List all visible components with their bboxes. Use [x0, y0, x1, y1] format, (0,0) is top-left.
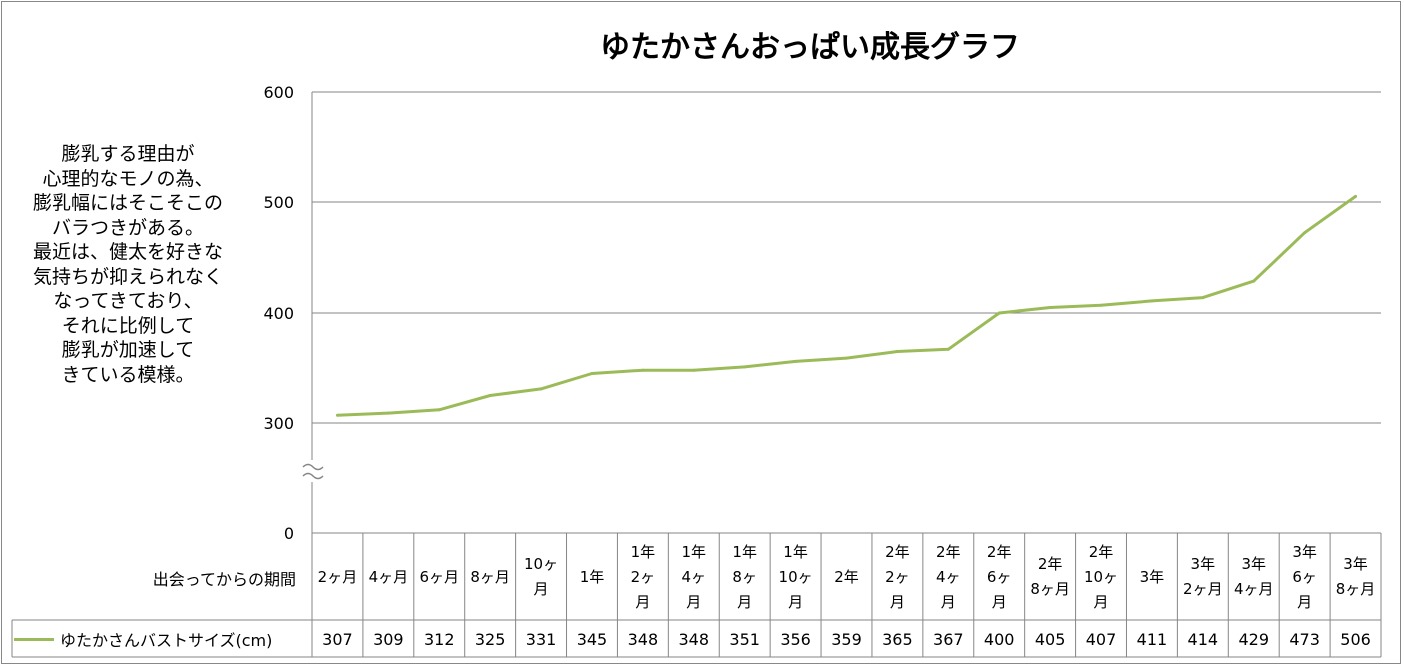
category-label: 1年 8ヶ 月 — [732, 542, 757, 611]
data-point — [641, 368, 645, 372]
data-label: 356 — [780, 629, 811, 649]
series-line — [337, 195, 1357, 417]
category-label: 6ヶ月 — [419, 567, 460, 586]
axis-break-icon — [302, 463, 324, 480]
data-label: 325 — [474, 629, 506, 649]
chart-title: ゆたかさんおっぱい成長グラフ — [600, 30, 1020, 65]
y-tick-label: 300 — [263, 414, 294, 433]
data-point — [335, 413, 339, 417]
data-point — [946, 347, 950, 351]
category-label: 3年 2ヶ月 — [1183, 555, 1223, 598]
category-label: 1年 10ヶ 月 — [778, 542, 813, 611]
category-label: 3年 6ヶ 月 — [1292, 542, 1317, 611]
data-label: 400 — [983, 629, 1015, 649]
data-point — [539, 387, 543, 391]
data-label: 429 — [1238, 629, 1269, 649]
legend: ゆたかさんバストサイズ(cm) — [14, 621, 272, 657]
data-point — [997, 311, 1001, 315]
data-label: 365 — [882, 629, 913, 649]
category-label: 2年 8ヶ月 — [1030, 555, 1070, 598]
data-point — [437, 408, 441, 412]
data-point — [488, 394, 492, 397]
data-point — [692, 368, 696, 372]
x-axis-label: 出会ってからの期間 — [152, 570, 296, 589]
y-tick-label: 0 — [284, 524, 294, 543]
data-point — [794, 359, 798, 363]
category-label: 3年 8ヶ月 — [1335, 555, 1376, 598]
data-point — [845, 356, 848, 360]
y-tick-label: 400 — [263, 304, 294, 323]
category-label: 2年 10ヶ 月 — [1083, 542, 1119, 611]
category-label: 2ヶ月 — [317, 567, 358, 586]
data-point — [386, 411, 390, 415]
data-point — [590, 372, 594, 375]
annotation-text: 膨乳する理由が 心理的なモノの為、 膨乳幅にはそこそこの バラつきがある。 最近… — [32, 143, 223, 386]
data-label: 411 — [1136, 629, 1168, 649]
y-tick-label: 600 — [263, 83, 294, 102]
category-label: 8ヶ月 — [470, 567, 510, 586]
category-label: 10ヶ 月 — [524, 555, 559, 598]
data-label: 407 — [1085, 629, 1117, 649]
data-label: 309 — [373, 629, 404, 649]
data-point — [1201, 296, 1205, 300]
data-label: 307 — [322, 629, 353, 649]
data-point — [743, 365, 747, 369]
data-label: 405 — [1034, 629, 1066, 649]
data-point — [1354, 194, 1358, 198]
data-label: 506 — [1340, 629, 1371, 649]
category-label: 3年 — [1139, 567, 1165, 586]
legend-swatch — [14, 637, 54, 641]
data-label: 331 — [525, 629, 557, 649]
category-label: 1年 2ヶ 月 — [630, 542, 656, 611]
data-label: 312 — [423, 629, 455, 649]
data-point — [1099, 303, 1103, 307]
data-label: 345 — [576, 629, 608, 649]
data-point — [895, 350, 899, 353]
data-label: 359 — [831, 629, 862, 649]
category-label: 2年 4ヶ 月 — [936, 542, 961, 611]
data-point — [1048, 306, 1052, 309]
category-label: 3年 4ヶ月 — [1233, 555, 1274, 598]
data-label: 348 — [678, 629, 710, 649]
category-label: 2年 6ヶ 月 — [986, 542, 1012, 611]
data-point — [1303, 231, 1307, 235]
category-label: 2年 — [834, 567, 859, 586]
y-tick-label: 500 — [263, 193, 294, 212]
data-label: 367 — [933, 629, 964, 649]
data-point — [1252, 279, 1256, 283]
data-label: 348 — [627, 629, 659, 649]
data-label: 414 — [1187, 629, 1219, 649]
category-label: 4ヶ月 — [368, 567, 409, 586]
category-label: 1年 4ヶ 月 — [681, 542, 707, 611]
data-label: 473 — [1289, 629, 1320, 649]
data-label: 351 — [729, 629, 760, 649]
category-label: 1年 — [579, 567, 605, 586]
category-label: 2年 2ヶ 月 — [885, 542, 910, 611]
axis-break-mask — [300, 460, 326, 482]
data-point — [1150, 299, 1154, 303]
legend-label: ゆたかさんバストサイズ(cm) — [60, 631, 273, 650]
